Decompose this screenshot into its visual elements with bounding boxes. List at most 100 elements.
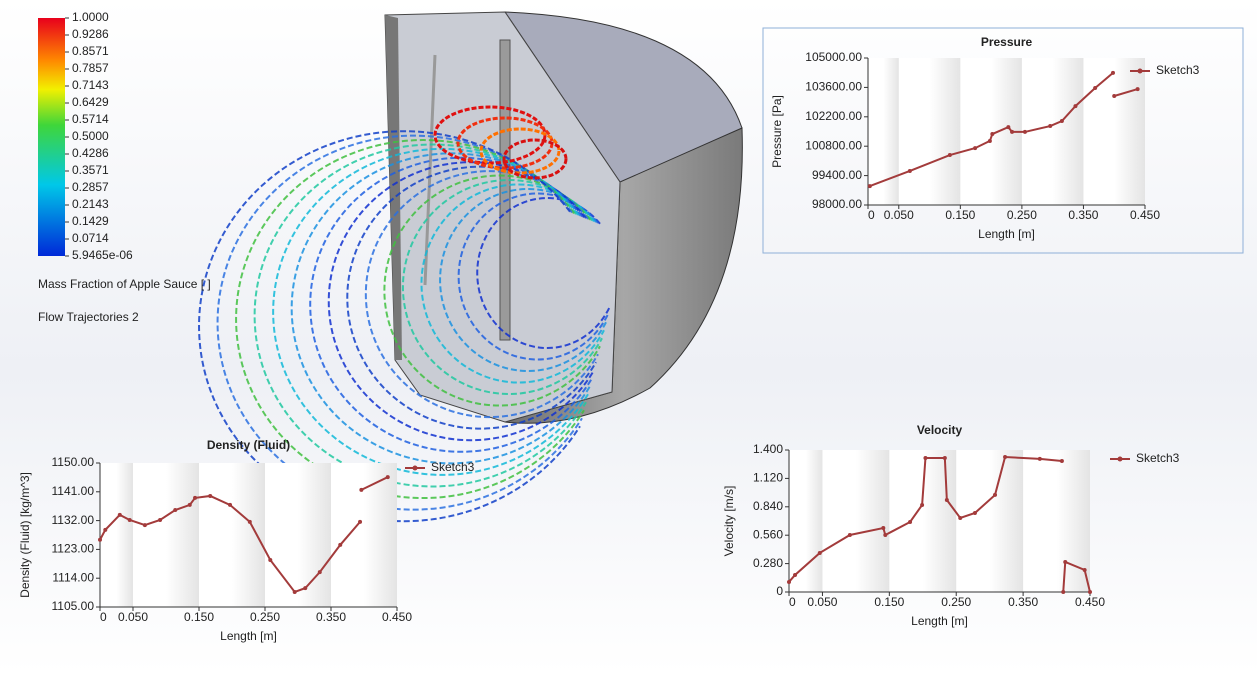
y-tick-label: 0 [776, 584, 783, 598]
data-point [942, 456, 947, 461]
x-tick-label: 0 [100, 610, 107, 624]
y-tick-label: 0.560 [753, 527, 783, 541]
y-tick-label: 1150.00 [52, 455, 95, 469]
flow-streak [235, 139, 585, 500]
colorbar-tick-label: 0.2857 [72, 180, 109, 194]
legend-marker [412, 465, 418, 471]
tank-wall [385, 15, 402, 360]
plot-band [116, 463, 133, 607]
x-axis-label: Length [m] [911, 614, 968, 628]
x-axis-label: Length [m] [220, 629, 277, 643]
flow-streak [272, 147, 589, 476]
flow-hotspot [502, 138, 568, 180]
x-tick-label: 0.150 [184, 610, 214, 624]
data-point [883, 532, 888, 537]
data-point [1073, 104, 1078, 109]
data-point [987, 138, 992, 143]
plot-band [166, 463, 199, 607]
colorbar-tick-label: 0.9286 [72, 27, 109, 41]
x-tick-label: 0.350 [316, 610, 346, 624]
x-tick-label: 0 [868, 208, 875, 222]
colorbar-tick-label: 0.7143 [72, 78, 109, 92]
flow-streak [327, 161, 595, 442]
plot-band [989, 450, 1024, 592]
y-tick-label: 1114.00 [52, 570, 94, 584]
y-tick-label: 100800.00 [805, 138, 862, 152]
data-point [817, 550, 822, 555]
y-tick-label: 1.400 [753, 442, 783, 456]
flow-streak [216, 134, 583, 511]
series-line [869, 72, 1138, 188]
data-point [1135, 87, 1140, 92]
colorbar-tick-label: 0.1429 [72, 214, 109, 228]
data-point [944, 498, 949, 503]
data-point [228, 502, 233, 507]
data-point [1048, 124, 1053, 129]
x-axis-label: Length [m] [978, 227, 1035, 241]
data-point [1063, 559, 1068, 564]
x-tick-label: 0.150 [945, 208, 975, 222]
flow-streak [476, 197, 611, 350]
chart-frame [762, 27, 1244, 254]
y-tick-label: 99400.00 [812, 168, 862, 182]
y-tick-label: 1105.00 [52, 599, 95, 613]
colorbar-tick-label: 0.7857 [72, 61, 109, 75]
legend-marker [1137, 68, 1143, 74]
data-point [1022, 129, 1027, 134]
y-tick-label: 102200.00 [805, 109, 862, 123]
legend-label: Sketch3 [431, 460, 475, 474]
legend-marker [1117, 456, 1123, 462]
caption: Flow Trajectories 2 [38, 310, 139, 324]
y-axis-label: Velocity [m/s] [722, 486, 736, 557]
data-point [292, 589, 297, 594]
data-point [385, 475, 390, 480]
data-point [1082, 567, 1087, 572]
data-point [958, 515, 963, 520]
x-tick-label: 0.250 [250, 610, 280, 624]
data-point [993, 492, 998, 497]
data-point [1110, 70, 1115, 75]
y-tick-label: 103600.00 [805, 80, 862, 94]
colorbar-tick-label: 0.5714 [72, 112, 109, 126]
colorbar-tick-label: 0.2143 [72, 197, 109, 211]
plot-band [298, 463, 331, 607]
data-point [972, 510, 977, 515]
data-point [208, 493, 213, 498]
data-point [338, 542, 343, 547]
colorbar-tick-label: 5.9465e-06 [72, 248, 133, 262]
data-point [793, 572, 798, 577]
flow-streak [198, 130, 581, 523]
data-point [947, 153, 952, 158]
x-tick-label: 0.050 [884, 208, 914, 222]
colorbar-tick-label: 0.6429 [72, 95, 109, 109]
data-point [127, 517, 132, 522]
plot-band [855, 450, 890, 592]
x-tick-label: 0.450 [1075, 595, 1105, 609]
data-point [187, 502, 192, 507]
x-tick-label: 0 [789, 595, 796, 609]
x-tick-label: 0.350 [1068, 208, 1098, 222]
data-point [103, 527, 108, 532]
flow-streak [401, 179, 603, 395]
flow-streak [420, 183, 605, 384]
data-point [1037, 456, 1042, 461]
y-axis-label: Density (Fluid) [kg/m^3] [18, 472, 32, 598]
x-tick-label: 0.450 [1130, 208, 1160, 222]
flow-trajectories [198, 105, 611, 523]
x-tick-label: 0.250 [941, 595, 971, 609]
x-tick-label: 0.250 [1007, 208, 1037, 222]
colorbar-tick-label: 0.4286 [72, 146, 109, 160]
colorbar [38, 18, 65, 256]
x-tick-label: 0.150 [874, 595, 904, 609]
data-point [920, 502, 925, 507]
data-point [1003, 454, 1008, 459]
y-tick-label: 0.280 [753, 556, 783, 570]
y-tick-label: 105000.00 [805, 50, 862, 64]
colorbar-label: Mass Fraction of Apple Sauce [ ] [38, 277, 211, 291]
data-point [173, 508, 178, 513]
data-point [158, 517, 163, 522]
colorbar-tick-label: 0.5000 [72, 129, 109, 143]
probe [423, 54, 437, 286]
chart-title: Density (Fluid) [207, 438, 290, 452]
data-point [908, 520, 913, 525]
